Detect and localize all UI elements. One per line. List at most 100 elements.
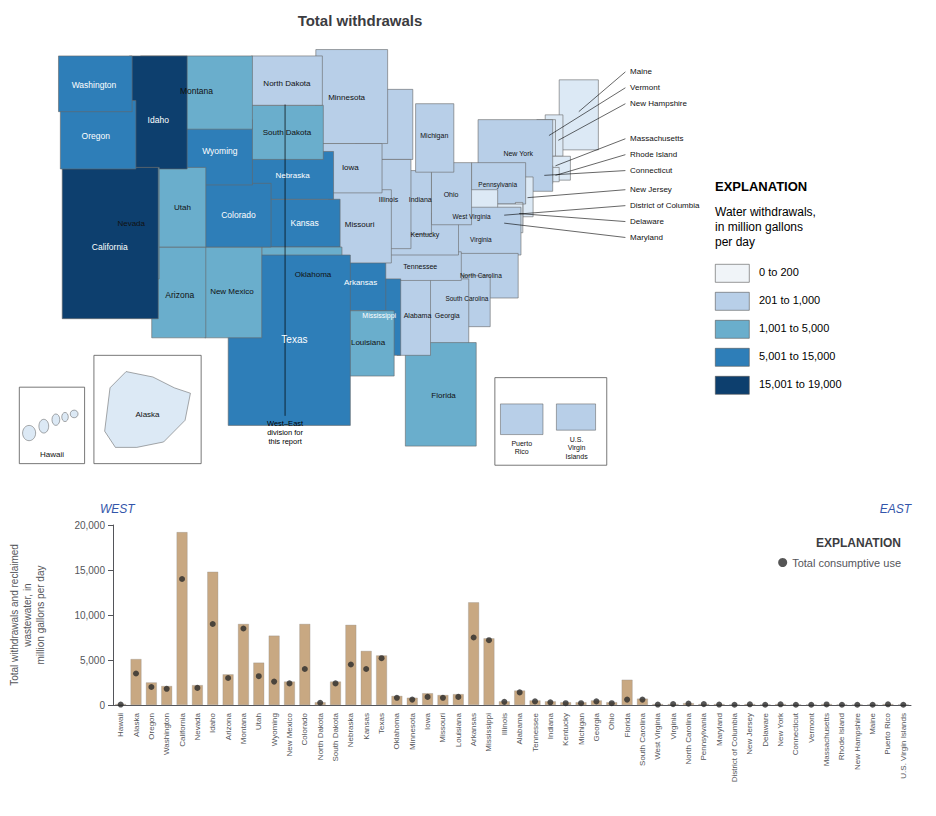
svg-text:Indiana: Indiana xyxy=(546,712,555,739)
svg-text:Ohio: Ohio xyxy=(444,191,459,198)
svg-text:Hawaii: Hawaii xyxy=(40,450,64,459)
svg-text:Indiana: Indiana xyxy=(409,196,432,203)
svg-text:South Carolina: South Carolina xyxy=(638,712,647,765)
svg-text:Massachusetts: Massachusetts xyxy=(822,713,831,766)
svg-text:million gallons per day: million gallons per day xyxy=(35,566,46,665)
svg-text:Hawaii: Hawaii xyxy=(116,713,125,737)
svg-text:U.S.: U.S. xyxy=(570,436,584,443)
svg-text:5,000: 5,000 xyxy=(80,655,105,666)
svg-text:Maine: Maine xyxy=(630,67,652,76)
svg-text:Water withdrawals,: Water withdrawals, xyxy=(715,205,816,219)
svg-text:Kansas: Kansas xyxy=(290,218,318,228)
svg-text:Oklahoma: Oklahoma xyxy=(295,270,332,279)
svg-text:wastewater, in: wastewater, in xyxy=(22,583,33,647)
svg-text:New Hampshire: New Hampshire xyxy=(630,99,687,108)
svg-text:Iowa: Iowa xyxy=(423,712,432,729)
svg-text:Maryland: Maryland xyxy=(715,713,724,746)
svg-text:New York: New York xyxy=(776,712,785,747)
svg-text:New Mexico: New Mexico xyxy=(285,712,294,756)
svg-text:Puerto Rico: Puerto Rico xyxy=(883,712,892,754)
svg-text:Colorado: Colorado xyxy=(300,712,309,745)
svg-text:Georgia: Georgia xyxy=(592,712,601,741)
svg-text:West Virginia: West Virginia xyxy=(653,712,662,759)
svg-text:Nevada: Nevada xyxy=(193,712,202,740)
svg-text:division for: division for xyxy=(267,428,303,437)
svg-text:per day: per day xyxy=(715,235,755,249)
svg-text:Wyoming: Wyoming xyxy=(202,146,238,156)
svg-text:Virginia: Virginia xyxy=(470,236,492,244)
svg-text:Alaska: Alaska xyxy=(132,712,141,737)
svg-text:South Dakota: South Dakota xyxy=(331,712,340,761)
svg-text:Arkansas: Arkansas xyxy=(469,713,478,746)
svg-text:0: 0 xyxy=(99,700,105,711)
svg-text:Wyoming: Wyoming xyxy=(270,713,279,746)
svg-text:Rico: Rico xyxy=(515,448,529,455)
svg-text:Michigan: Michigan xyxy=(577,713,586,745)
svg-text:WEST: WEST xyxy=(100,502,136,516)
svg-text:this report: this report xyxy=(268,437,302,446)
svg-text:California: California xyxy=(178,712,187,746)
svg-text:Delaware: Delaware xyxy=(761,712,770,746)
svg-text:Alabama: Alabama xyxy=(404,312,432,319)
svg-text:Georgia: Georgia xyxy=(435,312,460,320)
svg-text:Pennsylvania: Pennsylvania xyxy=(478,181,517,189)
svg-text:Oregon: Oregon xyxy=(147,713,156,740)
svg-text:South Dakota: South Dakota xyxy=(263,128,312,137)
svg-text:Alabama: Alabama xyxy=(515,712,524,744)
svg-text:Total consumptive use: Total consumptive use xyxy=(792,557,901,569)
svg-text:Florida: Florida xyxy=(431,391,456,400)
svg-text:Arizona: Arizona xyxy=(165,290,194,300)
svg-text:New Hampshire: New Hampshire xyxy=(853,712,862,769)
svg-text:West–East: West–East xyxy=(267,419,304,428)
svg-text:EXPLANATION: EXPLANATION xyxy=(816,536,901,550)
svg-text:EXPLANATION: EXPLANATION xyxy=(715,179,807,194)
svg-text:Maine: Maine xyxy=(868,712,877,734)
svg-text:Washington: Washington xyxy=(72,80,117,90)
svg-text:Tennessee: Tennessee xyxy=(531,712,540,751)
svg-text:Rhode Island: Rhode Island xyxy=(837,713,846,760)
svg-text:Montana: Montana xyxy=(239,712,248,744)
svg-text:Idaho: Idaho xyxy=(208,712,217,733)
svg-text:15,001 to 19,000: 15,001 to 19,000 xyxy=(759,378,842,390)
svg-text:Oklahoma: Oklahoma xyxy=(392,712,401,749)
svg-text:North Dakota: North Dakota xyxy=(263,79,311,88)
svg-text:Kentucky: Kentucky xyxy=(411,231,440,239)
svg-text:North Carolina: North Carolina xyxy=(684,712,693,764)
svg-text:Kansas: Kansas xyxy=(362,713,371,740)
svg-text:Colorado: Colorado xyxy=(221,210,256,220)
svg-text:Nebraska: Nebraska xyxy=(346,712,355,747)
svg-text:Tennessee: Tennessee xyxy=(403,263,437,270)
svg-text:Florida: Florida xyxy=(623,712,632,737)
svg-text:Maryland: Maryland xyxy=(630,233,663,242)
svg-text:Alaska: Alaska xyxy=(136,410,161,419)
svg-text:Massachusetts: Massachusetts xyxy=(630,134,683,143)
svg-text:1,001 to 5,000: 1,001 to 5,000 xyxy=(759,322,829,334)
svg-text:Total withdrawals and reclaime: Total withdrawals and reclaimed xyxy=(9,544,20,686)
svg-text:Iowa: Iowa xyxy=(342,163,359,172)
svg-text:Utah: Utah xyxy=(174,203,191,212)
svg-text:201 to 1,000: 201 to 1,000 xyxy=(759,294,820,306)
svg-text:Missouri: Missouri xyxy=(345,220,375,229)
svg-text:Connecticut: Connecticut xyxy=(791,712,800,755)
svg-text:Missouri: Missouri xyxy=(438,713,447,743)
svg-text:Montana: Montana xyxy=(180,86,213,96)
svg-text:Vermont: Vermont xyxy=(807,712,816,743)
svg-text:Minnesota: Minnesota xyxy=(408,712,417,749)
svg-text:Islands: Islands xyxy=(565,453,588,460)
svg-text:Arkansas: Arkansas xyxy=(344,278,377,287)
svg-text:Nebraska: Nebraska xyxy=(275,171,310,180)
svg-text:EAST: EAST xyxy=(880,502,913,516)
svg-text:Delaware: Delaware xyxy=(630,217,664,226)
svg-text:Illinois: Illinois xyxy=(379,196,399,203)
svg-text:Kentucky: Kentucky xyxy=(561,713,570,746)
svg-text:Oregon: Oregon xyxy=(82,131,111,141)
svg-text:0 to 200: 0 to 200 xyxy=(759,266,799,278)
svg-text:20,000: 20,000 xyxy=(74,520,105,531)
svg-text:Louisiana: Louisiana xyxy=(351,338,386,347)
svg-text:Washington: Washington xyxy=(162,713,171,755)
svg-text:15,000: 15,000 xyxy=(74,565,105,576)
svg-text:New Mexico: New Mexico xyxy=(210,287,254,296)
svg-text:Louisiana: Louisiana xyxy=(454,712,463,747)
svg-text:Nevada: Nevada xyxy=(117,219,145,228)
svg-text:Minnesota: Minnesota xyxy=(328,93,365,102)
